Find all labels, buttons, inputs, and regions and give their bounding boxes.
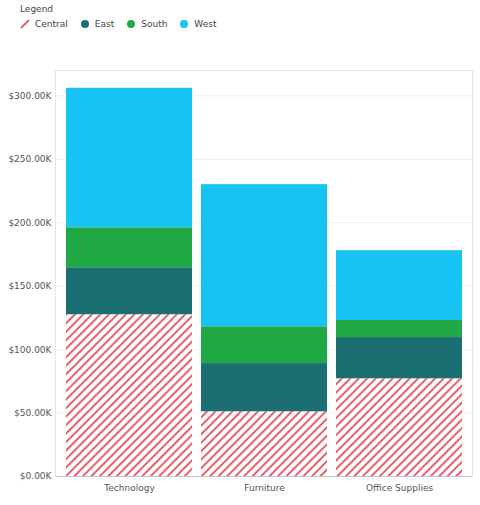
svg-text:$200.00K: $200.00K [8, 218, 52, 228]
html-text:East: East [94, 19, 115, 29]
svg-text:$150.00K: $150.00K [8, 281, 52, 291]
html-text:Legend: Legend [20, 4, 54, 14]
html-text:Central: Central [35, 19, 68, 29]
html-text:West: West [194, 19, 217, 29]
svg-text:Furniture: Furniture [244, 483, 285, 493]
svg-text:$100.00K: $100.00K [8, 345, 52, 355]
svg-text:Office Supplies: Office Supplies [366, 483, 434, 493]
svg-text:$50.00K: $50.00K [14, 408, 52, 418]
svg-text:$250.00K: $250.00K [8, 154, 52, 164]
svg-text:Technology: Technology [103, 483, 155, 493]
svg-text:$300.00K: $300.00K [8, 91, 52, 101]
svg-text:$0.00K: $0.00K [20, 471, 53, 481]
html-text:South: South [141, 19, 168, 29]
